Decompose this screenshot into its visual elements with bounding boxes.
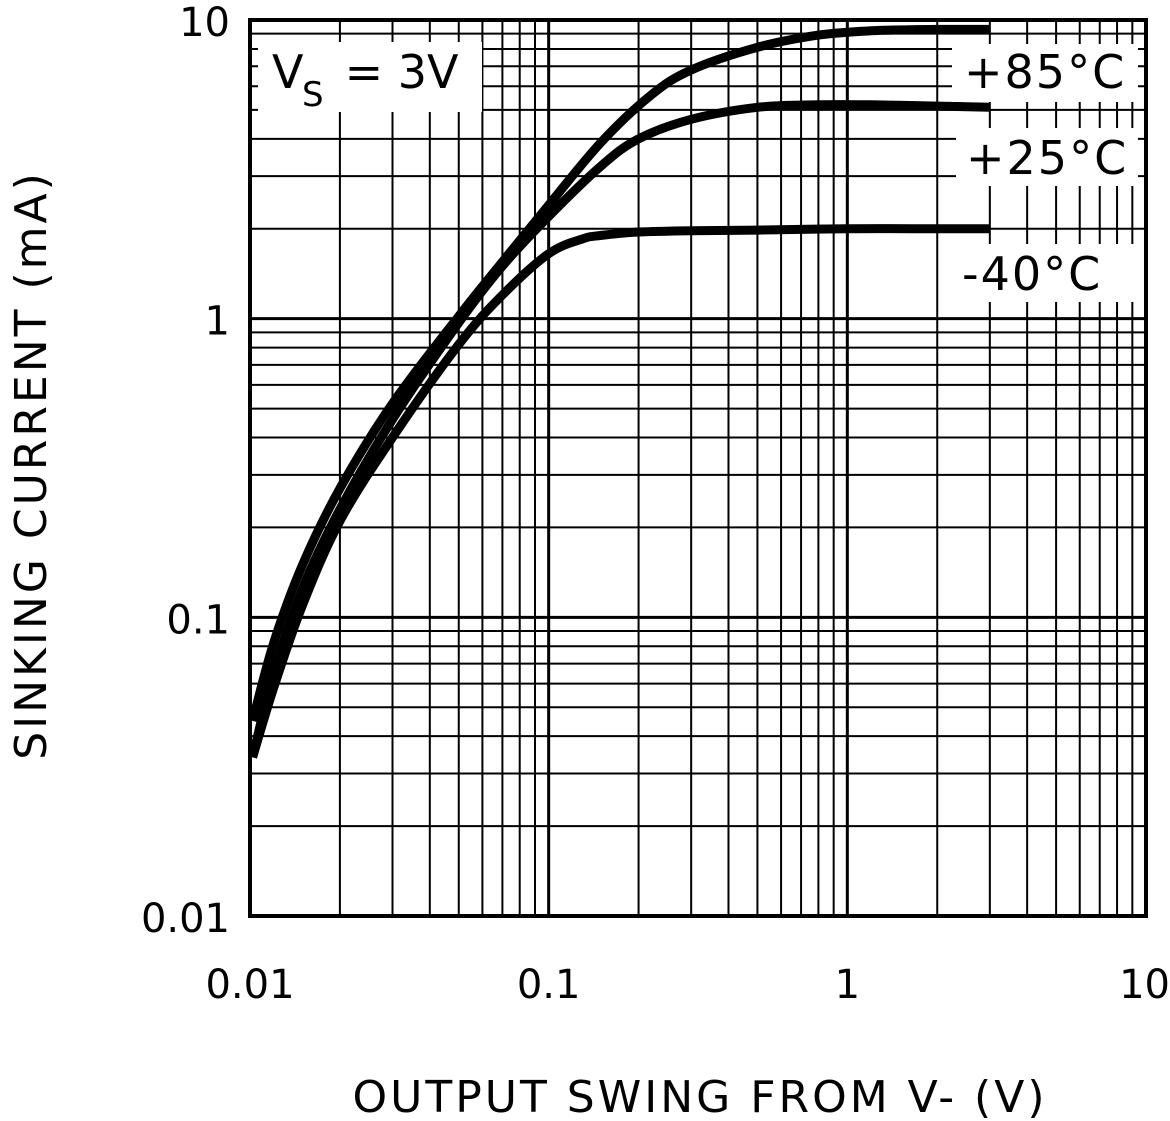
series-label-25c: +25°C: [966, 131, 1128, 185]
x-tick-label: 0.01: [205, 962, 294, 1008]
y-tick-label: 10: [179, 0, 230, 46]
series-label-85c: +85°C: [964, 45, 1126, 99]
y-axis-label: SINKING CURRENT (mA): [6, 170, 57, 760]
x-tick-labels: 0.01 0.1 1 10: [205, 962, 1170, 1008]
y-tick-label: 0.1: [166, 597, 230, 643]
series-line-plus85c: [248, 24, 990, 723]
plot-frame: [248, 18, 1148, 918]
y-tick-labels: 0.01 0.1 1 10: [141, 0, 230, 942]
supply-voltage-annotation: V S = 3V: [258, 42, 482, 115]
series-line-plus25c: [248, 100, 990, 759]
x-tick-label: 0.1: [517, 962, 581, 1008]
annotation-subscript: S: [302, 75, 324, 115]
x-tick-label: 10: [1119, 962, 1170, 1008]
annotation-main: V: [272, 45, 304, 99]
series-line-minus40c: [248, 224, 990, 759]
series-label-minus40c: -40°C: [962, 247, 1102, 301]
y-tick-label: 0.01: [141, 896, 230, 942]
x-tick-label: 1: [835, 962, 860, 1008]
series-lines: [248, 24, 990, 759]
y-tick-label: 1: [205, 299, 230, 345]
series-labels: +85°C +25°C -40°C: [952, 44, 1138, 302]
annotation-rest: = 3V: [330, 45, 459, 99]
x-axis-label: OUTPUT SWING FROM V- (V): [352, 1072, 1047, 1121]
